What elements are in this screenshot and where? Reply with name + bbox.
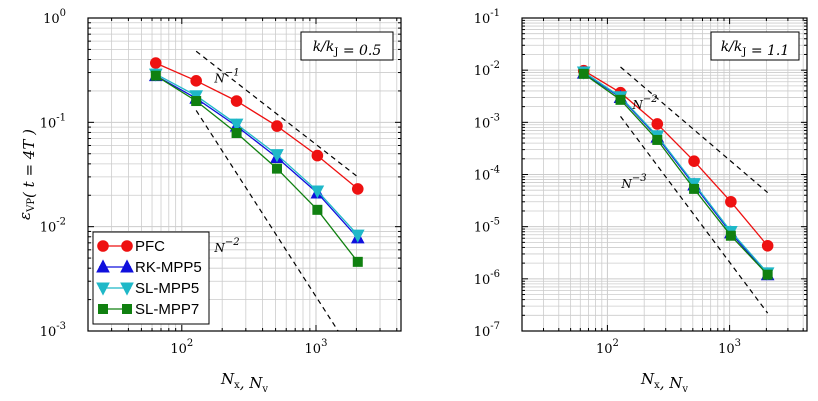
legend-marker bbox=[97, 240, 109, 252]
legend-marker bbox=[96, 259, 110, 273]
legend-item: RK-MPP5 bbox=[96, 259, 202, 276]
legend: PFC RK-MPP5 SL-MPP5 SL-MPP7 bbox=[92, 231, 210, 325]
x-axis-label: Nx, Nv bbox=[640, 370, 688, 395]
param-box-label: k/kJ = 0.5 bbox=[313, 39, 382, 59]
y-tick-label: 10-3 bbox=[40, 321, 66, 340]
param-box bbox=[300, 31, 394, 61]
plot-area bbox=[148, 50, 365, 331]
y-tick-label: 10-4 bbox=[474, 165, 500, 184]
data-point bbox=[231, 128, 242, 139]
right-panel: 102 103 10-1 10-2 10-3 10-4 10-5 10-6 10-7 N−2 N−3… bbox=[474, 8, 808, 395]
param-box-label: k/kJ = 1.1 bbox=[721, 39, 790, 59]
legend-label: SL-MPP7 bbox=[135, 301, 199, 318]
x-axis-label: Nx, Nv bbox=[220, 370, 268, 395]
series-line bbox=[155, 75, 359, 239]
data-point bbox=[149, 57, 162, 69]
legend-label: RK-MPP5 bbox=[135, 259, 202, 276]
legend-marker bbox=[120, 282, 134, 296]
y-tick-label: 10-1 bbox=[40, 112, 66, 131]
data-point bbox=[651, 118, 664, 130]
reference-line-label: N−3 bbox=[620, 173, 646, 191]
legend-marker bbox=[96, 282, 110, 296]
x-tick-label: 102 bbox=[596, 338, 619, 357]
reference-line-label: N−1 bbox=[213, 68, 239, 86]
reference-line bbox=[620, 116, 769, 314]
series-line bbox=[155, 75, 359, 263]
y-axis-label: εVP( t = 4T ) bbox=[16, 129, 38, 220]
data-point bbox=[351, 183, 364, 195]
axes-frame bbox=[87, 17, 402, 332]
y-tick-label: 10-3 bbox=[474, 112, 500, 131]
axes-frame bbox=[521, 17, 808, 332]
x-tick-label: 102 bbox=[170, 338, 193, 357]
data-point bbox=[271, 120, 283, 132]
data-point bbox=[578, 68, 589, 79]
data-point bbox=[229, 118, 244, 132]
param-box bbox=[710, 31, 800, 61]
y-tick-label: 10-2 bbox=[474, 60, 500, 79]
data-point bbox=[191, 96, 202, 107]
data-point bbox=[350, 229, 365, 243]
data-point bbox=[761, 239, 774, 252]
legend-marker bbox=[120, 259, 134, 273]
legend-item: SL-MPP5 bbox=[96, 280, 199, 297]
legend-item: SL-MPP7 bbox=[98, 301, 199, 318]
y-tick-label: 10-7 bbox=[474, 321, 500, 340]
legend-item: PFC bbox=[97, 238, 165, 255]
legend-marker bbox=[121, 240, 133, 252]
series-line bbox=[583, 73, 769, 276]
legend-marker bbox=[98, 304, 108, 314]
y-tick-label: 100 bbox=[43, 8, 66, 27]
series-line bbox=[155, 62, 359, 190]
data-point bbox=[150, 70, 161, 81]
data-point bbox=[270, 149, 284, 163]
series-line bbox=[583, 70, 769, 247]
data-point bbox=[688, 155, 700, 167]
data-point bbox=[725, 195, 737, 208]
y-tick-label: 10-6 bbox=[474, 269, 500, 288]
data-point bbox=[311, 149, 324, 162]
y-tick-label: 10-5 bbox=[474, 217, 500, 236]
x-tick-label: 103 bbox=[718, 338, 741, 357]
reference-line-label: N−2 bbox=[213, 237, 239, 255]
reference-line bbox=[195, 50, 359, 178]
x-tick-label: 103 bbox=[305, 338, 328, 357]
legend-label: SL-MPP5 bbox=[135, 280, 199, 297]
data-point bbox=[615, 94, 626, 105]
data-point bbox=[352, 256, 363, 267]
data-point bbox=[762, 269, 773, 280]
y-tick-label: 10-1 bbox=[474, 8, 500, 27]
plot-area bbox=[576, 64, 775, 314]
data-point bbox=[725, 230, 736, 241]
data-point bbox=[312, 204, 323, 215]
legend-label: PFC bbox=[135, 238, 165, 255]
series-line bbox=[583, 71, 769, 274]
reference-line bbox=[195, 110, 339, 331]
legend-marker bbox=[122, 304, 132, 314]
data-point bbox=[271, 163, 282, 174]
data-point bbox=[230, 95, 243, 107]
data-point bbox=[652, 134, 663, 145]
left-panel: 102 103 100 10-1 10-2 10-3 N−1 N−2 Nx, Nv εVP( t … bbox=[16, 8, 402, 395]
data-point bbox=[689, 183, 700, 194]
series-line bbox=[155, 73, 359, 236]
y-tick-label: 10-2 bbox=[40, 217, 66, 236]
data-point bbox=[190, 75, 202, 87]
reference-line-label: N−2 bbox=[631, 94, 657, 112]
data-point bbox=[310, 185, 325, 199]
